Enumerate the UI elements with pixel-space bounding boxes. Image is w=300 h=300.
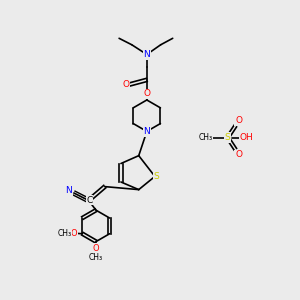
Text: S: S: [225, 133, 230, 142]
Text: O: O: [71, 229, 78, 238]
Text: O: O: [92, 244, 99, 253]
Text: CH₃: CH₃: [88, 253, 103, 262]
Text: N: N: [66, 186, 72, 195]
Text: O: O: [235, 116, 242, 125]
Text: N: N: [143, 127, 150, 136]
Text: O: O: [144, 89, 151, 98]
Text: OH: OH: [240, 133, 254, 142]
Text: N: N: [143, 50, 150, 59]
Text: S: S: [154, 172, 159, 182]
Text: C: C: [86, 196, 93, 205]
Text: O: O: [123, 80, 130, 89]
Text: CH₃: CH₃: [58, 229, 72, 238]
Text: O: O: [235, 150, 242, 159]
Text: CH₃: CH₃: [199, 133, 213, 142]
